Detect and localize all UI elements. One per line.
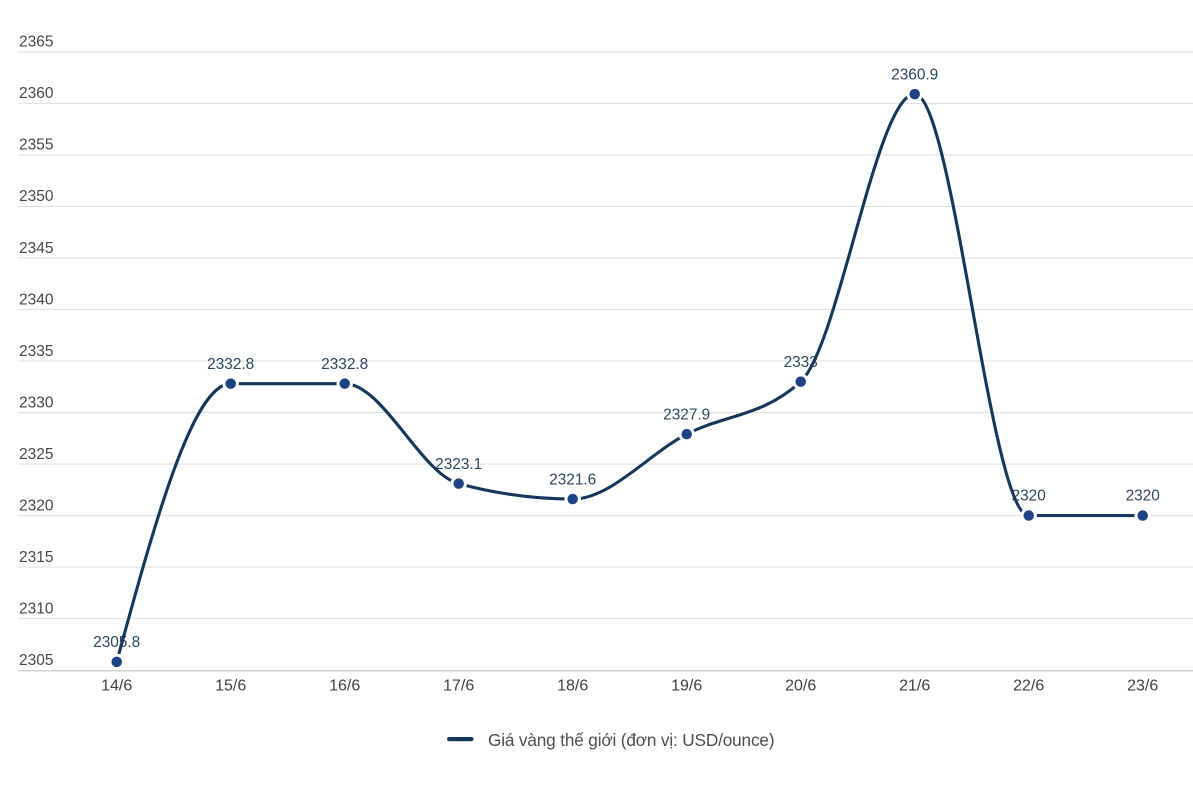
svg-text:2320: 2320 [19,497,54,514]
svg-text:22/6: 22/6 [1013,678,1044,695]
svg-text:2320: 2320 [1126,488,1160,505]
svg-text:2355: 2355 [19,137,53,154]
svg-text:2330: 2330 [19,394,54,411]
svg-text:2305.8: 2305.8 [93,634,140,651]
svg-text:2365: 2365 [19,34,53,51]
svg-text:2315: 2315 [19,549,53,566]
svg-text:Giá vàng thế giới (đơn vị: USD: Giá vàng thế giới (đơn vị: USD/ounce) [488,730,774,750]
svg-text:2321.6: 2321.6 [549,471,596,488]
svg-text:17/6: 17/6 [443,678,474,695]
svg-text:2345: 2345 [19,240,53,257]
svg-text:20/6: 20/6 [785,678,816,695]
svg-text:2340: 2340 [19,291,54,308]
svg-text:2320: 2320 [1012,488,1046,505]
svg-text:2310: 2310 [19,600,54,617]
svg-text:2327.9: 2327.9 [663,406,710,423]
svg-text:2325: 2325 [19,446,53,463]
svg-text:19/6: 19/6 [671,678,702,695]
svg-text:2335: 2335 [19,343,53,360]
svg-text:18/6: 18/6 [557,678,588,695]
svg-text:2332.8: 2332.8 [207,356,254,373]
svg-text:2323.1: 2323.1 [435,456,482,473]
svg-text:2350: 2350 [19,188,54,205]
svg-text:21/6: 21/6 [899,678,930,695]
svg-text:14/6: 14/6 [101,678,132,695]
svg-text:2333: 2333 [784,354,818,371]
svg-text:23/6: 23/6 [1127,678,1158,695]
svg-text:16/6: 16/6 [329,678,360,695]
svg-text:2305: 2305 [19,652,53,669]
svg-text:2360.9: 2360.9 [891,66,938,83]
svg-text:15/6: 15/6 [215,678,246,695]
svg-text:2332.8: 2332.8 [321,356,368,373]
svg-text:2360: 2360 [19,85,54,102]
